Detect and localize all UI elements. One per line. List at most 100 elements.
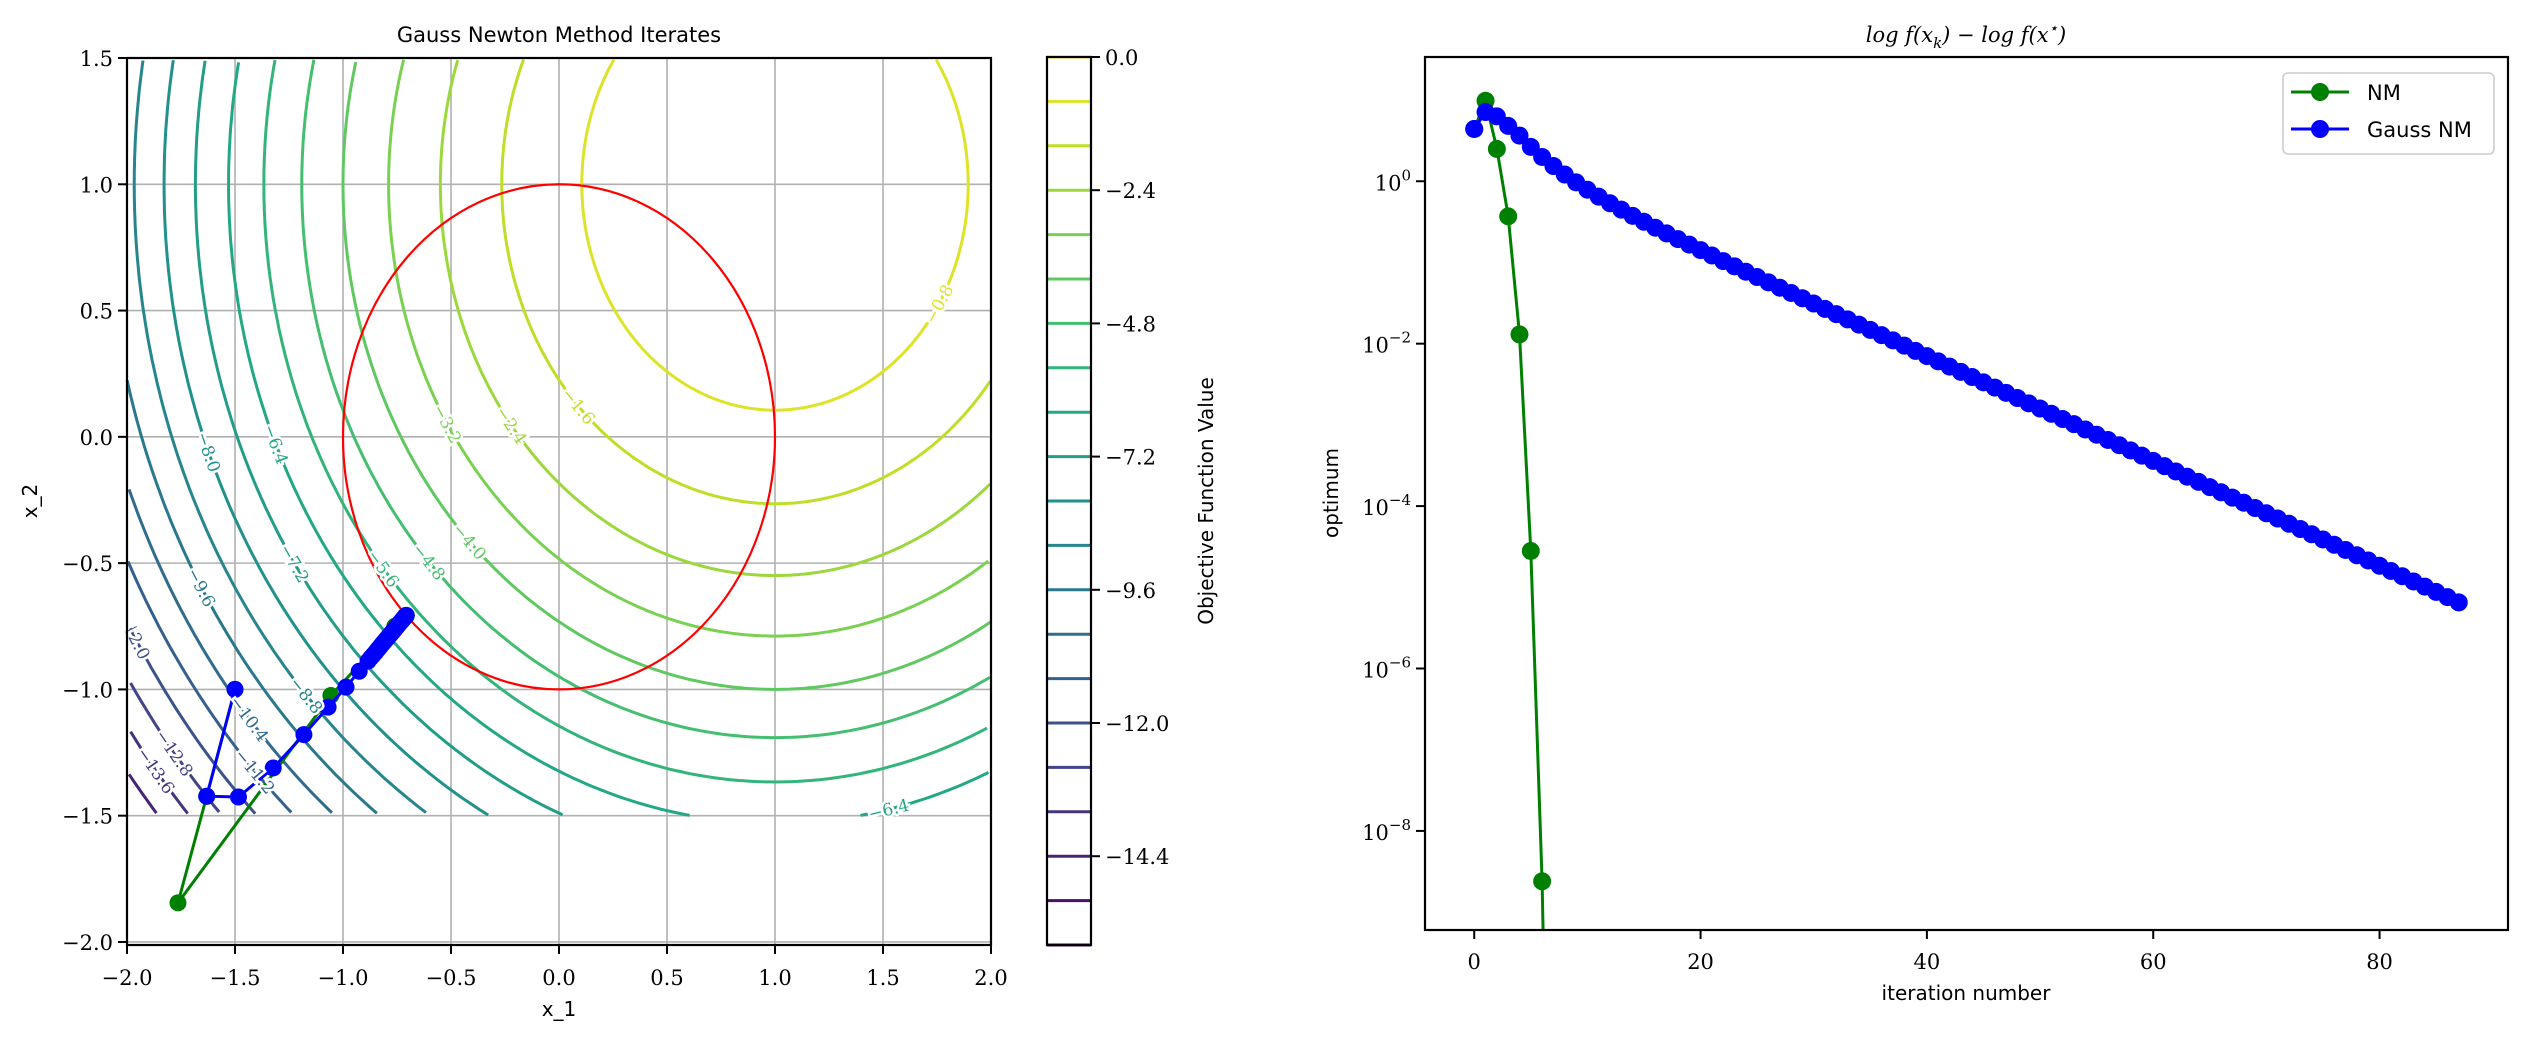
contour-label: −6.4 — [258, 422, 291, 468]
y-tick-label: 0.5 — [80, 300, 113, 324]
series-gauss-nm — [1465, 103, 2468, 612]
legend-label-nm: NM — [2367, 81, 2401, 105]
contour-label: −0.8 — [921, 282, 958, 328]
y-tick-exponent: −8 — [1389, 816, 1411, 834]
y-tick-label: −1.0 — [62, 678, 113, 702]
x-tick-label: 2.0 — [974, 966, 1007, 990]
y-tick-label: 10−2 — [1362, 329, 1411, 358]
title-part: ) − log f(x — [1941, 23, 2049, 47]
contour-label: −12.0 — [112, 608, 154, 663]
y-tick-label: 10−4 — [1362, 491, 1411, 520]
convergence-plot: log f(xk) − log f(x⋆) 0 20 40 60 8010010−210… — [1319, 19, 2510, 1005]
y-tick-base: 10 — [1362, 659, 1389, 683]
colorbar-tick-label: −4.8 — [1105, 312, 1156, 336]
x-tick-label: 60 — [2140, 950, 2167, 974]
y-tick-label: −2.0 — [62, 931, 113, 955]
data-point-nm — [1499, 207, 1518, 226]
title-subscript: k — [1933, 34, 1942, 52]
title-part: log f(x — [1866, 23, 1933, 47]
contour-label: −10.4 — [225, 692, 272, 746]
x-tick-label: 20 — [1687, 950, 1714, 974]
y-tick-base: 10 — [1362, 821, 1389, 845]
iterate-point-gauss-nm — [397, 607, 415, 625]
data-point-nm — [1533, 872, 1552, 891]
contour-line — [127, 773, 158, 814]
series-layer — [1465, 91, 2468, 930]
contour-label: −3.2 — [428, 401, 465, 447]
y-tick-label: 100 — [1375, 166, 1411, 195]
x-tick-label: 40 — [1914, 950, 1941, 974]
iterate-point-gauss-nm — [337, 678, 355, 696]
legend-entry-gauss-nm: Gauss NM — [2291, 118, 2472, 142]
y-tick-label: 10−8 — [1362, 816, 1411, 845]
contour-line — [162, 59, 489, 817]
left-y-axis-label: x_2 — [18, 484, 42, 519]
contour-line — [387, 59, 990, 638]
contour-labels: −0.8−1.6−2.4−3.2−4.0−4.8−5.6−6.4−6.4−7.2… — [109, 279, 960, 827]
x-tick-label: 0.0 — [542, 966, 575, 990]
y-tick-base: 10 — [1362, 496, 1389, 520]
y-tick-label: 1.5 — [80, 47, 113, 71]
series-nm — [1465, 91, 1552, 930]
colorbar-ticks: 0.0 −2.4 −4.8 −7.2 −9.6 −12.0 −14.4 — [1091, 46, 1169, 869]
contour-line — [126, 560, 293, 814]
series-gauss-nm — [198, 607, 415, 806]
y-tick-label: 0.0 — [80, 426, 113, 450]
data-point-nm — [1510, 325, 1529, 344]
left-x-axis-label: x_1 — [542, 997, 577, 1021]
iterate-point-gauss-nm — [229, 788, 247, 806]
right-axes-frame — [1423, 55, 2510, 932]
iterate-point-gauss-nm — [226, 680, 244, 698]
y-tick-base: 10 — [1362, 334, 1389, 358]
contour-plot: Gauss Newton Method Iterates −0.8−1.6−2.… — [18, 23, 1008, 1021]
colorbar-frame — [1045, 55, 1093, 947]
y-tick-label: 1.0 — [80, 173, 113, 197]
colorbar-tick-label: 0.0 — [1105, 46, 1138, 70]
legend-entry-nm: NM — [2291, 81, 2401, 105]
x-tick-label: 80 — [2366, 950, 2393, 974]
x-tick-label: −1.5 — [210, 966, 261, 990]
contour-line — [125, 379, 378, 815]
x-tick-label: 0 — [1468, 950, 1481, 974]
y-tick-exponent: −4 — [1389, 491, 1411, 509]
contour-label: −6.4 — [866, 796, 911, 825]
y-tick-exponent: −2 — [1389, 329, 1411, 347]
iterate-point-gauss-nm — [198, 787, 216, 805]
contour-lines — [125, 58, 992, 817]
x-tick-label: −2.0 — [102, 966, 153, 990]
contour-line — [132, 60, 427, 814]
constraint-circle-layer — [341, 183, 777, 691]
right-y-axis-label: optimum — [1319, 448, 1343, 538]
colorbar-tick-label: −2.4 — [1105, 179, 1156, 203]
data-point-gauss-nm — [2449, 593, 2468, 612]
contour-line — [127, 488, 333, 814]
contour-line — [227, 62, 990, 817]
iterate-point-nm — [169, 894, 187, 912]
contour-line — [500, 58, 992, 506]
iterate-point-gauss-nm — [319, 698, 337, 716]
colorbar-level-lines — [1047, 55, 1091, 947]
y-tick-exponent: −6 — [1389, 654, 1411, 672]
x-tick-label: −0.5 — [426, 966, 477, 990]
colorbar-tick-label: −12.0 — [1105, 712, 1169, 736]
y-tick-label: −0.5 — [62, 552, 113, 576]
series-line-nm — [1472, 95, 1545, 930]
iterate-paths — [169, 606, 415, 912]
colorbar: 0.0 −2.4 −4.8 −7.2 −9.6 −12.0 −14.4 Objective … — [1045, 46, 1218, 947]
x-tick-label: 1.5 — [866, 966, 899, 990]
x-tick-label: 1.0 — [758, 966, 791, 990]
y-tick-exponent: 0 — [1401, 166, 1411, 184]
data-point-gauss-nm — [1510, 126, 1529, 145]
right-plot-title: log f(xk) − log f(x⋆) — [1866, 19, 2066, 52]
left-plot-title: Gauss Newton Method Iterates — [397, 23, 721, 47]
contour-line — [129, 730, 189, 815]
x-tick-label: −1.0 — [318, 966, 369, 990]
y-tick-label: −1.5 — [62, 805, 113, 829]
y-tick-label: 10−6 — [1362, 654, 1411, 683]
legend-label-gauss-nm: Gauss NM — [2367, 118, 2472, 142]
colorbar-tick-label: −7.2 — [1105, 446, 1156, 470]
legend-marker-gauss-nm — [2311, 120, 2329, 138]
data-point-nm — [1487, 139, 1506, 158]
